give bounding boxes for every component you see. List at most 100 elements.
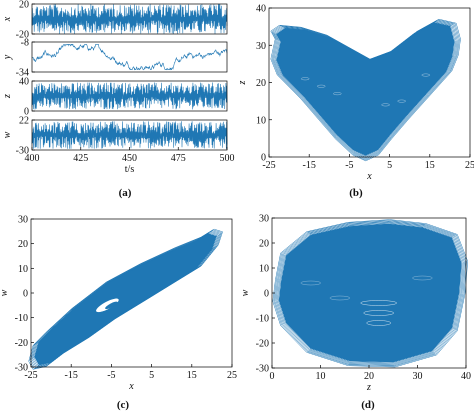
inner-orbit (366, 320, 391, 326)
ytick-label: 10 (259, 264, 269, 275)
attractor-region (278, 223, 462, 363)
panel-a: -20 20 x -34 -8 y 0 40 z -30 22 w 400 425 450 475 500 t/s (2, 0, 235, 175)
xtick-label: 15 (425, 160, 435, 171)
ytick-label-w: -30 (16, 146, 29, 157)
inner-orbit (421, 73, 430, 77)
trace-z (31, 82, 228, 110)
orbit-trace (276, 222, 464, 364)
inner-orbit (300, 77, 310, 81)
ylabel-z: z (2, 94, 13, 99)
ytick-label: 30 (18, 215, 28, 226)
ylabel: w (240, 289, 251, 296)
panel-label-c: (c) (117, 399, 130, 411)
xtick-label: 40 (461, 371, 471, 382)
axes-frame-z (31, 80, 228, 112)
xtick-label: 15 (187, 370, 197, 381)
xtick-label: -5 (107, 370, 115, 381)
ytick-label: 0 (264, 289, 269, 300)
xtick-label: -25 (262, 160, 275, 171)
attractor-hole (95, 297, 120, 313)
trace-w (31, 121, 228, 149)
xtick-label: 20 (364, 371, 374, 382)
ytick-label: 20 (259, 239, 269, 250)
inner-orbit (333, 92, 342, 96)
trace-x (31, 4, 228, 34)
orbit-trace (270, 18, 461, 162)
xlabel: z (366, 382, 371, 393)
ylabel-y: y (2, 54, 13, 60)
xlabel: x (366, 171, 372, 182)
xtick-label: 450 (122, 153, 137, 164)
inner-orbit (381, 103, 390, 107)
ylabel: w (0, 289, 10, 296)
xtick-label: 10 (316, 371, 326, 382)
ytick-label: -10 (15, 313, 28, 324)
ytick-label: 40 (256, 4, 266, 15)
axes-frame-y (31, 41, 228, 73)
ytick-label: 20 (256, 78, 266, 89)
ytick-label: 0 (23, 289, 28, 300)
xtick-label: 475 (171, 153, 186, 164)
ytick-label-w: 22 (19, 116, 29, 127)
panel-c: -25 -15 -5 5 15 25 -30 -20 -10 0 10 20 30 x w (0, 215, 237, 393)
ytick-label-y: -34 (16, 68, 29, 79)
inner-orbit (105, 301, 118, 310)
xlabel: t/s (125, 164, 135, 175)
panel-label-a: (a) (119, 187, 132, 199)
xtick-label: 500 (220, 153, 235, 164)
xtick-label: 30 (413, 371, 423, 382)
inner-orbit (360, 300, 397, 306)
ytick-label: 0 (261, 153, 266, 164)
ytick-label-z: 40 (19, 77, 29, 88)
ytick-label: -30 (256, 364, 269, 375)
orbit-trace (279, 224, 462, 363)
xtick-label: -25 (24, 370, 37, 381)
ytick-label-z: 0 (24, 107, 29, 118)
ytick-label-y: -8 (21, 38, 29, 49)
axes-frame-x (31, 3, 228, 35)
attractor-region (34, 233, 217, 366)
inner-orbit (300, 280, 321, 286)
orbit-trace (273, 220, 467, 367)
ytick-label: 10 (256, 115, 266, 126)
xtick-label: 425 (73, 153, 88, 164)
ytick-label: 30 (259, 214, 269, 225)
ytick-label: -20 (15, 338, 28, 349)
ytick-label-x: 20 (19, 0, 29, 11)
ytick-label: -10 (256, 314, 269, 325)
attractor-region (276, 22, 455, 156)
panel-b: -25 -15 -5 5 15 25 0 10 20 30 40 x z (237, 4, 474, 183)
xtick-label: 5 (387, 160, 392, 171)
ylabel: z (237, 80, 248, 85)
ytick-label: -20 (256, 339, 269, 350)
inner-orbit (329, 295, 351, 301)
xtick-label: -5 (345, 160, 353, 171)
xtick-label: -15 (303, 160, 316, 171)
orbit-trace (272, 219, 468, 368)
xtick-label: 5 (149, 370, 154, 381)
ylabel-w: w (2, 131, 13, 138)
orbit-trace (28, 228, 223, 370)
ytick-label: -30 (15, 363, 28, 374)
ytick-label: 30 (256, 41, 266, 52)
orbit-trace (277, 223, 463, 363)
xtick-label: 25 (465, 160, 474, 171)
xlabel: x (128, 381, 134, 392)
panel-label-b: (b) (349, 187, 363, 199)
xtick-label: -15 (65, 370, 78, 381)
ytick-label: 20 (18, 239, 28, 250)
ylabel-x: x (2, 16, 13, 22)
inner-orbit (412, 275, 433, 281)
orbit-trace (275, 221, 465, 365)
inner-orbit (317, 84, 326, 88)
ytick-label-x: -20 (16, 30, 29, 41)
ytick-label: 10 (18, 264, 28, 275)
xtick-label: 0 (270, 371, 275, 382)
orbit-trace (274, 220, 466, 366)
inner-orbit (397, 99, 406, 103)
xtick-label: 25 (227, 370, 237, 381)
xtick-label: 400 (25, 153, 40, 164)
inner-orbit (363, 310, 394, 316)
panel-d: 0 10 20 30 40 -30 -20 -10 0 10 20 30 z w (240, 214, 471, 394)
